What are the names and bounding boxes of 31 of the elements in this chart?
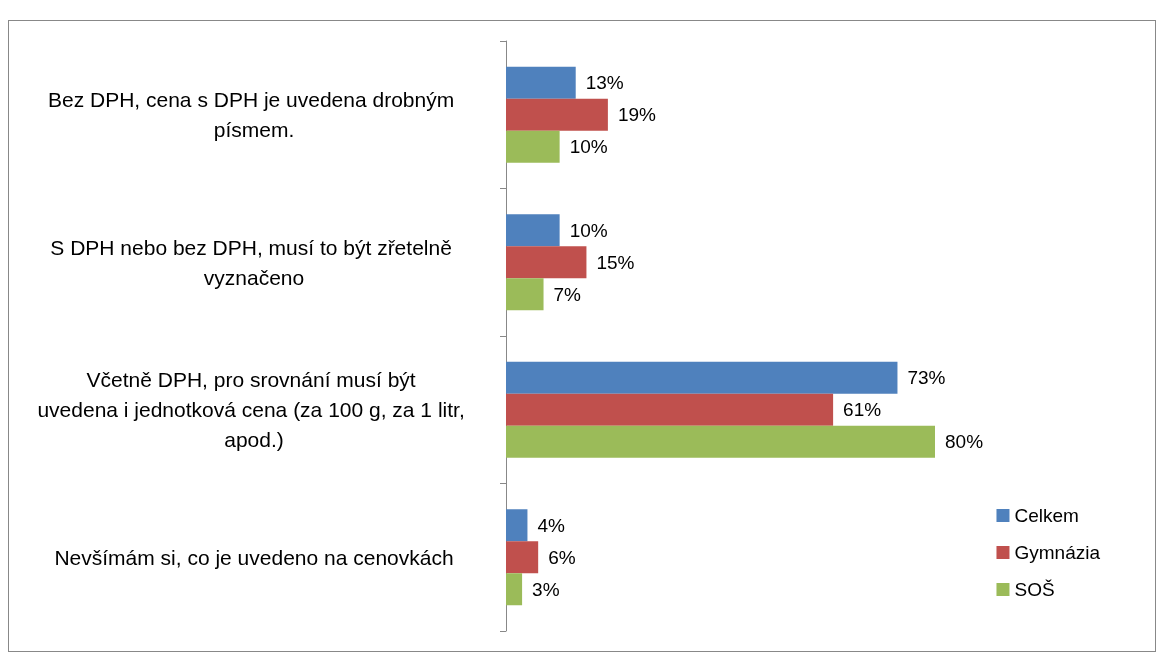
bar [506, 130, 560, 163]
data-label: 7% [553, 283, 582, 305]
bar [506, 573, 523, 606]
legend-label: Gymnázia [1014, 542, 1101, 563]
data-label: 19% [617, 104, 657, 126]
bar [506, 246, 587, 279]
data-label: 61% [843, 399, 882, 421]
bar [506, 98, 608, 131]
bar [506, 541, 539, 574]
bar [506, 425, 935, 458]
bar [506, 509, 528, 542]
legend-label: SOŠ [1014, 579, 1055, 600]
data-label: 73% [907, 367, 946, 389]
data-label: 13% [585, 72, 624, 94]
bar [506, 393, 834, 426]
legend-label: Celkem [1014, 505, 1079, 526]
data-label: 6% [548, 546, 576, 568]
y-tick-label: S DPH nebo bez DPH, musí to být zřetelně vyznačeno [50, 235, 458, 289]
bar [506, 214, 560, 247]
data-label: 4% [537, 514, 566, 536]
data-label: 80% [945, 431, 984, 453]
data-label: 10% [569, 136, 608, 158]
data-label: 3% [532, 578, 560, 600]
bar [506, 361, 898, 394]
data-label: 15% [596, 251, 635, 273]
data-label: 10% [569, 219, 608, 241]
y-tick-label: Nevšímám si, co je uvedeno na cenovkách [54, 545, 454, 569]
y-tick-label: Bez DPH, cena s DPH je uvedena drobným písmem. [47, 88, 461, 142]
bar [506, 66, 576, 99]
bar [506, 278, 544, 311]
y-tick-label: Včetně DPH, pro srovnání musí být uvedena i jednotková cena (za 100 g, za 1 litr, apod.) [37, 368, 471, 452]
